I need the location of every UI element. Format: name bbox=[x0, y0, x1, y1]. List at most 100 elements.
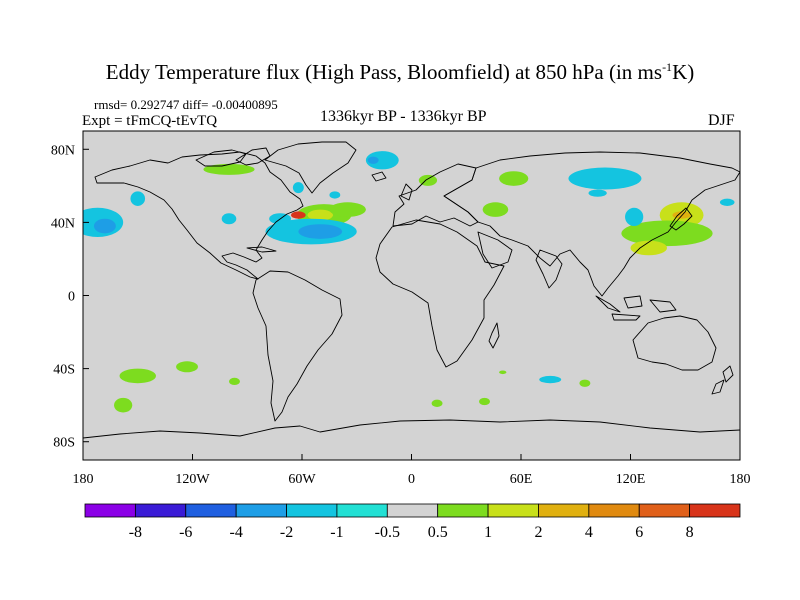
colorbar-label-8: 2 bbox=[534, 524, 542, 541]
coast-australia bbox=[632, 315, 717, 371]
x-tick-label-0: 180 bbox=[73, 472, 94, 487]
anomaly-patch-24 bbox=[630, 240, 667, 256]
y-tick-label-0: 80N bbox=[51, 143, 75, 158]
colorbar-bin-11 bbox=[638, 503, 691, 518]
coastlines bbox=[83, 141, 740, 439]
colorbar-bin-0 bbox=[84, 503, 136, 518]
colorbar-bin-9 bbox=[538, 503, 590, 518]
title-end: K) bbox=[672, 60, 695, 84]
title-superscript: -1 bbox=[662, 60, 673, 74]
anomaly-patch-17 bbox=[499, 171, 529, 186]
anomaly-layer bbox=[83, 151, 735, 413]
anomaly-patch-31 bbox=[431, 399, 443, 407]
anomaly-patch-32 bbox=[479, 397, 490, 406]
anomaly-patch-27 bbox=[119, 368, 156, 384]
coast-greenland bbox=[264, 141, 357, 194]
coast-indonesia bbox=[595, 295, 677, 321]
colorbar-label-6: 0.5 bbox=[428, 524, 448, 541]
y-tick-label-2: 0 bbox=[68, 290, 75, 305]
colorbar-labels: -8 -6 -4 -2 -1 -0.5 0.5 1 2 4 6 8 bbox=[129, 524, 694, 541]
colorbar-bin-5 bbox=[336, 503, 388, 518]
colorbar bbox=[84, 503, 741, 518]
experiment-label: Expt = tFmCQ-tEvTQ bbox=[82, 113, 218, 129]
colorbar-bin-7 bbox=[437, 503, 489, 518]
stats-label: rmsd= 0.292747 diff= -0.00400895 bbox=[94, 97, 278, 112]
coast-asia bbox=[443, 151, 740, 297]
anomaly-patch-3 bbox=[130, 191, 146, 206]
colorbar-label-1: -6 bbox=[179, 524, 192, 541]
coast-north-america bbox=[94, 151, 304, 280]
anomaly-patch-7 bbox=[307, 209, 334, 221]
anomaly-patch-29 bbox=[176, 361, 198, 373]
anomaly-patch-15 bbox=[292, 182, 304, 194]
y-tick-label-1: 40N bbox=[51, 216, 75, 231]
coast-madagascar bbox=[488, 322, 500, 349]
x-tick-label-3: 0 bbox=[408, 472, 415, 487]
colorbar-bin-1 bbox=[134, 503, 187, 518]
anomaly-patch-25 bbox=[625, 207, 644, 227]
x-axis-labels: 180 120W 60W 0 60E 120E 180 bbox=[73, 472, 751, 487]
x-tick-label-4: 60E bbox=[510, 472, 533, 487]
anomaly-patch-4 bbox=[221, 213, 237, 225]
x-tick-label-6: 180 bbox=[730, 472, 751, 487]
colorbar-label-4: -1 bbox=[330, 524, 343, 541]
anomaly-patch-19 bbox=[568, 167, 642, 190]
colorbar-label-10: 6 bbox=[635, 524, 643, 541]
colorbar-bin-2 bbox=[185, 503, 237, 518]
anomaly-patch-14 bbox=[367, 156, 379, 164]
period-label: 1336kyr BP - 1336kyr BP bbox=[320, 108, 487, 125]
coast-new-zealand bbox=[711, 365, 734, 395]
title-main: Eddy Temperature flux (High Pass, Bloomf… bbox=[105, 60, 663, 84]
coast-arabia bbox=[477, 231, 513, 269]
x-tick-label-2: 60W bbox=[288, 472, 316, 487]
x-tick-label-1: 120W bbox=[175, 472, 210, 487]
anomaly-patch-8 bbox=[291, 211, 306, 219]
colorbar-bin-12 bbox=[689, 503, 741, 518]
colorbar-label-7: 1 bbox=[484, 524, 492, 541]
y-axis-labels: 80N 40N 0 40S 80S bbox=[51, 143, 75, 450]
anomaly-patch-12 bbox=[329, 191, 341, 199]
anomaly-patch-18 bbox=[482, 202, 509, 217]
colorbar-label-2: -4 bbox=[229, 524, 242, 541]
colorbar-label-5: -0.5 bbox=[375, 524, 400, 541]
anomaly-patch-20 bbox=[588, 189, 607, 197]
colorbar-bin-10 bbox=[588, 503, 640, 518]
coast-britain bbox=[371, 171, 413, 201]
colorbar-label-0: -8 bbox=[129, 524, 142, 541]
coast-africa bbox=[375, 219, 505, 368]
colorbar-label-3: -2 bbox=[280, 524, 293, 541]
colorbar-bin-6 bbox=[386, 503, 439, 518]
colorbar-label-11: 8 bbox=[686, 524, 694, 541]
coast-cuba bbox=[246, 246, 277, 253]
coast-arctic-islands bbox=[195, 147, 271, 167]
chart-title: Eddy Temperature flux (High Pass, Bloomf… bbox=[0, 60, 800, 85]
season-label: DJF bbox=[708, 112, 735, 129]
colorbar-bin-8 bbox=[487, 503, 539, 518]
coast-south-america bbox=[252, 270, 343, 422]
anomaly-patch-33 bbox=[539, 375, 562, 384]
anomaly-patch-2 bbox=[93, 218, 116, 234]
anomaly-patch-30 bbox=[229, 377, 240, 386]
anomaly-patch-11 bbox=[329, 202, 366, 217]
anomaly-patch-22 bbox=[672, 211, 691, 219]
anomaly-patch-0 bbox=[203, 163, 255, 175]
anomaly-patch-35 bbox=[499, 370, 507, 375]
colorbar-bin-4 bbox=[286, 503, 338, 518]
anomaly-patch-10 bbox=[298, 224, 343, 239]
colorbar-label-9: 4 bbox=[585, 524, 593, 541]
colorbar-bin-3 bbox=[235, 503, 287, 518]
x-tick-label-5: 120E bbox=[616, 472, 646, 487]
coast-japan bbox=[669, 207, 693, 231]
y-tick-label-3: 40S bbox=[53, 363, 75, 378]
anomaly-patch-28 bbox=[114, 397, 133, 413]
coast-antarctica bbox=[83, 419, 740, 439]
anomaly-patch-26 bbox=[719, 198, 735, 206]
anomaly-patch-34 bbox=[579, 379, 591, 387]
map-background bbox=[83, 131, 740, 460]
y-tick-label-4: 80S bbox=[53, 436, 75, 451]
anomaly-patch-13 bbox=[365, 151, 399, 170]
anomaly-patch-23 bbox=[621, 220, 713, 247]
axis-ticks bbox=[82, 148, 741, 460]
coast-india bbox=[535, 249, 563, 289]
